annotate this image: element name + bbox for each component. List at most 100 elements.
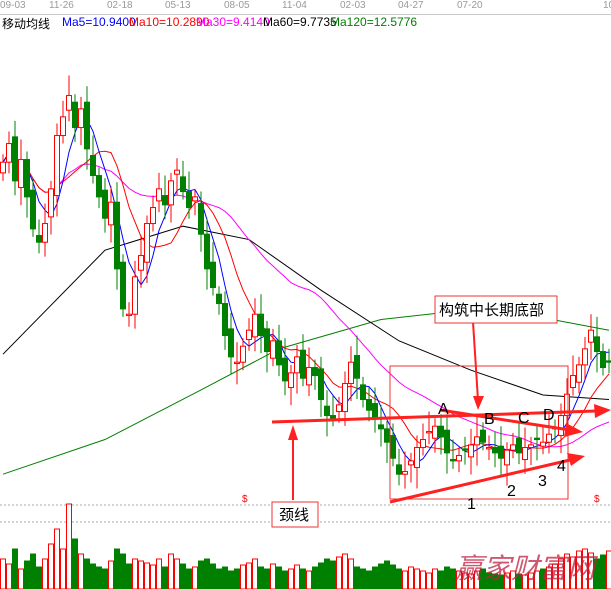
candle-body <box>456 455 462 462</box>
candle-body <box>120 261 126 310</box>
candle-body <box>468 444 474 458</box>
candle-body <box>210 261 216 289</box>
candle-body <box>216 293 222 305</box>
candle <box>276 324 282 377</box>
candle-body <box>288 372 294 389</box>
candle <box>90 135 96 184</box>
candle-body <box>30 189 36 230</box>
candle-body <box>408 460 414 466</box>
candle-body <box>264 328 270 353</box>
candle <box>546 414 552 454</box>
date-label: 08-05 <box>224 0 250 11</box>
candle-body <box>396 464 402 475</box>
volume-bar <box>282 570 288 589</box>
candle-body <box>276 340 282 366</box>
volume-bar <box>66 503 72 589</box>
volume-bar <box>114 548 120 589</box>
candle <box>342 371 348 426</box>
date-label: 02-18 <box>107 0 133 11</box>
volume-bar <box>576 550 582 589</box>
candle <box>72 94 78 142</box>
point-4: 4 <box>557 458 566 475</box>
candle-body <box>432 425 438 439</box>
volume-bar <box>324 558 330 589</box>
candle <box>258 294 264 354</box>
volume-bar <box>450 568 456 589</box>
candle-body <box>312 367 318 377</box>
volume-bar <box>42 558 48 589</box>
candle <box>594 316 600 373</box>
candle-body <box>378 424 384 430</box>
ma-label: Ma120=12.5776 <box>330 15 418 29</box>
candle-body <box>492 447 498 454</box>
candle-body <box>186 191 192 209</box>
candle-body <box>48 188 54 218</box>
volume-bar <box>456 570 462 589</box>
volume-bar <box>516 573 522 589</box>
candle <box>372 387 378 433</box>
candle-body <box>588 329 594 343</box>
candle-body <box>372 403 378 419</box>
volume-bar <box>486 572 492 589</box>
candle <box>294 344 300 394</box>
point-D: D <box>543 407 555 424</box>
candle-body <box>18 159 24 189</box>
candle <box>396 448 402 486</box>
candle-body <box>510 444 516 451</box>
candle-body <box>162 195 168 206</box>
volume-bar <box>540 568 546 589</box>
volume-bar <box>474 570 480 589</box>
volume-bar <box>306 570 312 589</box>
candle-body <box>402 471 408 475</box>
candle-body <box>180 176 186 193</box>
candle <box>36 219 42 254</box>
volume-bar <box>96 566 102 589</box>
volume-bar <box>348 558 354 589</box>
candle-body <box>444 429 450 454</box>
candle <box>534 426 540 461</box>
candle-body <box>258 313 264 337</box>
candle <box>48 180 54 235</box>
candle <box>78 96 84 146</box>
candle-body <box>600 351 606 369</box>
candle <box>54 123 60 217</box>
candle-body <box>480 429 486 443</box>
candle <box>528 436 534 466</box>
candle <box>408 452 414 483</box>
candle <box>210 242 216 296</box>
neckline-arrowhead-up <box>288 425 298 440</box>
candle-body <box>546 433 552 443</box>
candle <box>360 376 366 408</box>
volume-bar <box>396 568 402 589</box>
candle <box>30 178 36 237</box>
candle <box>516 422 522 465</box>
ma-label: Ma30=9.4140 <box>196 15 270 29</box>
candle <box>192 188 198 216</box>
candle-body <box>174 169 180 175</box>
candle-body <box>42 223 48 243</box>
volume-bar <box>270 563 276 589</box>
candle <box>432 418 438 453</box>
volume-bar <box>126 563 132 589</box>
candle <box>96 167 102 209</box>
candle <box>282 338 288 396</box>
candle-body <box>0 161 6 174</box>
candle-body <box>504 449 510 466</box>
neckline-callout-text: 颈线 <box>279 507 309 524</box>
candle-body <box>540 441 546 447</box>
candle-body <box>414 447 420 469</box>
candle <box>144 215 150 283</box>
volume-bar <box>0 558 6 589</box>
candle-body <box>60 116 66 137</box>
candle-body <box>564 393 570 417</box>
candle-body <box>66 95 72 111</box>
candle-body <box>300 349 306 379</box>
volume-bar <box>198 560 204 589</box>
candle-body <box>114 201 120 270</box>
candle-body <box>204 233 210 270</box>
candle <box>162 175 168 220</box>
candle <box>114 182 120 290</box>
point-1: 1 <box>467 496 476 513</box>
candle-body <box>222 303 228 337</box>
candle <box>582 336 588 380</box>
